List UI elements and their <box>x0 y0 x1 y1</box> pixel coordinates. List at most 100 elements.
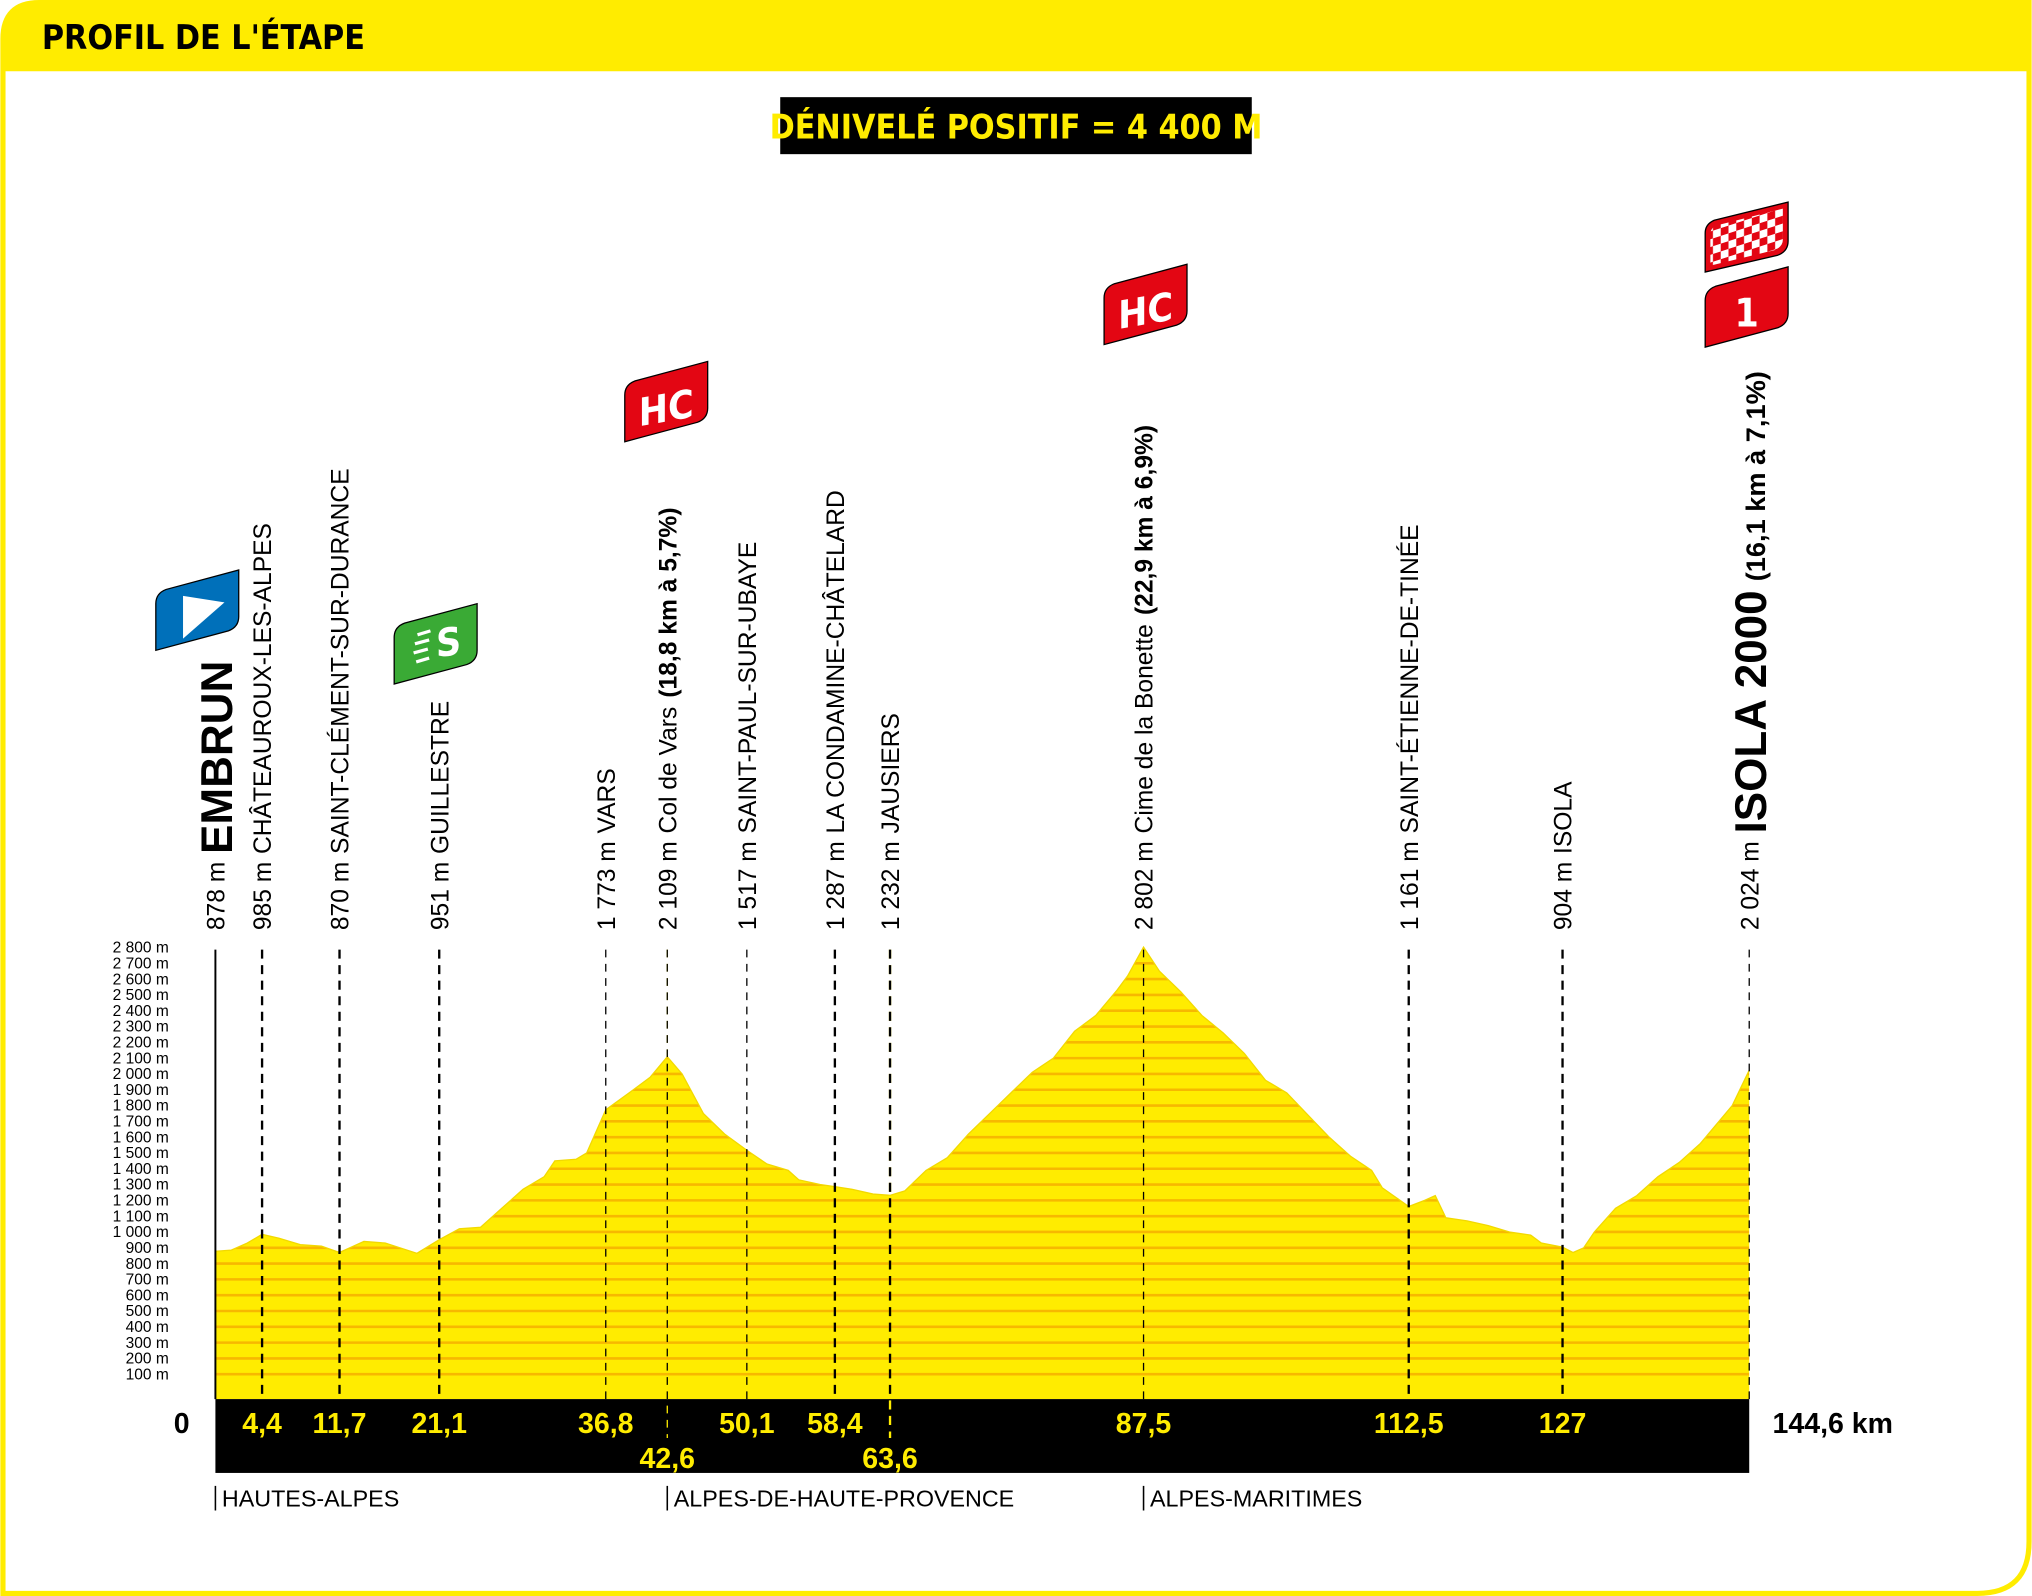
distance-bar <box>215 1399 1750 1473</box>
y-tick-label: 1 600 m <box>113 1129 169 1146</box>
climb-badge-bonette: HC <box>1103 263 1188 346</box>
y-tick-label: 1 000 m <box>113 1224 169 1241</box>
department-label: ALPES-MARITIMES <box>1150 1486 1362 1512</box>
waypoints: 878 m EMBRUN 985 m CHÂTEAUROUX-LES-ALPES 4,4… <box>193 371 1776 1475</box>
km-label: 112,5 <box>1374 1408 1444 1440</box>
y-tick-label: 2 500 m <box>113 987 169 1004</box>
waypoint-name: JAUSIERS <box>878 713 905 833</box>
climb-category-label: HC <box>1118 285 1173 339</box>
start-badge <box>155 569 240 652</box>
elevation-gain-box <box>780 97 1252 155</box>
y-tick-label: 2 400 m <box>113 1003 169 1020</box>
profile-line <box>215 945 1750 1255</box>
climb-detail: (22,9 km à 6,9%) <box>1132 425 1159 615</box>
waypoint-label: 1 517 m SAINT-PAUL-SUR-UBAYE <box>735 542 762 930</box>
waypoint-name: SAINT-CLÉMENT-SUR-DURANCE <box>328 468 355 854</box>
checkered-flag-icon <box>1710 208 1783 266</box>
waypoint: 1 517 m SAINT-PAUL-SUR-UBAYE 50,1 <box>719 542 775 1440</box>
waypoint-elevation: 904 m <box>1551 862 1578 930</box>
y-tick-label: 1 800 m <box>113 1098 169 1115</box>
waypoint-elevation: 2 802 m <box>1132 841 1159 930</box>
waypoint-name: SAINT-PAUL-SUR-UBAYE <box>735 542 762 834</box>
km-label: 63,6 <box>862 1443 917 1475</box>
start-km-label: 0 <box>174 1408 190 1440</box>
waypoint-name: SAINT-ÉTIENNE-DE-TINÉE <box>1397 524 1424 833</box>
y-tick-label: 1 900 m <box>113 1082 169 1099</box>
y-tick-label: 1 300 m <box>113 1177 169 1194</box>
waypoint-elevation: 1 232 m <box>878 841 905 930</box>
y-tick-label: 900 m <box>126 1240 169 1257</box>
y-tick-label: 600 m <box>126 1287 169 1304</box>
waypoint: 1 161 m SAINT-ÉTIENNE-DE-TINÉE 112,5 <box>1374 524 1444 1439</box>
sprint-badge: S <box>393 602 478 685</box>
waypoint-elevation: 1 161 m <box>1397 841 1424 930</box>
waypoint: 951 m GUILLESTRE 21,1 <box>411 701 467 1440</box>
waypoint-elevation: 2 109 m <box>655 841 682 930</box>
y-tick-label: 1 400 m <box>113 1161 169 1178</box>
waypoint-label: 1 287 m LA CONDAMINE-CHÂTELARD <box>823 490 850 930</box>
waypoint-label: 1 161 m SAINT-ÉTIENNE-DE-TINÉE <box>1397 524 1424 930</box>
km-label: 11,7 <box>313 1408 367 1440</box>
waypoint-label: 870 m SAINT-CLÉMENT-SUR-DURANCE <box>328 468 355 930</box>
waypoint-label: 2 024 m ISOLA 2000 (16,1 km à 7,1%) <box>1727 371 1776 930</box>
waypoint: 904 m ISOLA 127 <box>1539 781 1587 1440</box>
y-tick-label: 700 m <box>126 1272 169 1289</box>
department-label: ALPES-DE-HAUTE-PROVENCE <box>674 1486 1014 1512</box>
waypoint-name: LA CONDAMINE-CHÂTELARD <box>823 490 850 833</box>
waypoint-elevation: 2 024 m <box>1737 841 1764 930</box>
y-tick-label: 2 700 m <box>113 955 169 972</box>
waypoint-name: Cime de la Bonette <box>1132 624 1159 833</box>
waypoint: 870 m SAINT-CLÉMENT-SUR-DURANCE 11,7 <box>313 468 367 1439</box>
waypoint-elevation: 1 773 m <box>594 841 621 930</box>
waypoint: 1 773 m VARS 36,8 <box>578 768 633 1440</box>
waypoint-name: ISOLA <box>1551 781 1578 854</box>
climb-category-label: HC <box>639 382 694 436</box>
y-tick-label: 1 500 m <box>113 1145 169 1162</box>
waypoint-label: 951 m GUILLESTRE <box>427 701 454 930</box>
waypoint-elevation: 985 m <box>250 862 277 930</box>
waypoint-label: 904 m ISOLA <box>1551 781 1578 930</box>
climb-detail: (18,8 km à 5,7%) <box>655 507 682 697</box>
y-tick-label: 1 200 m <box>113 1193 169 1210</box>
elevation-gain-label: DÉNIVELÉ POSITIF = 4 400 M <box>770 107 1263 147</box>
y-tick-label: 2 300 m <box>113 1019 169 1036</box>
department-label: HAUTES-ALPES <box>222 1486 399 1512</box>
y-tick-label: 1 700 m <box>113 1114 169 1131</box>
waypoint-label: 1 232 m JAUSIERS <box>878 713 905 930</box>
y-tick-label: 2 600 m <box>113 971 169 988</box>
y-tick-label: 2 100 m <box>113 1050 169 1067</box>
y-tick-label: 2 800 m <box>113 940 169 957</box>
y-tick-label: 100 m <box>126 1366 169 1383</box>
y-tick-label: 300 m <box>126 1335 169 1352</box>
header-title: PROFIL DE L'ÉTAPE <box>42 17 365 57</box>
waypoint-elevation: 1 517 m <box>735 841 762 930</box>
header-band <box>2 2 2030 72</box>
km-label: 87,5 <box>1116 1408 1172 1440</box>
waypoint-label: 1 773 m VARS <box>594 768 621 930</box>
waypoint-name: Col de Vars <box>655 707 682 834</box>
waypoint: 2 024 m ISOLA 2000 (16,1 km à 7,1%) <box>1727 371 1776 1400</box>
climb-detail: (16,1 km à 7,1%) <box>1740 371 1771 581</box>
y-tick-label: 200 m <box>126 1351 169 1368</box>
waypoint-elevation: 878 m <box>203 862 230 930</box>
sprint-lines-icon <box>413 629 431 664</box>
km-label: 127 <box>1539 1408 1587 1440</box>
climb-category-label: 1 <box>1734 291 1758 336</box>
end-km-label: 144,6 km <box>1773 1408 1893 1440</box>
start-flag-icon <box>183 595 225 639</box>
waypoint: 985 m CHÂTEAUROUX-LES-ALPES 4,4 <box>242 523 282 1440</box>
waypoint-elevation: 1 287 m <box>823 841 850 930</box>
waypoint-label: 2 109 m Col de Vars (18,8 km à 5,7%) <box>655 507 682 930</box>
waypoint-label: 2 802 m Cime de la Bonette (22,9 km à 6,9%… <box>1132 425 1159 930</box>
finish-badge <box>1704 201 1789 273</box>
waypoint-name: CHÂTEAUROUX-LES-ALPES <box>250 523 277 854</box>
profile-fill <box>215 947 1750 1400</box>
waypoint-label: 878 m EMBRUN <box>193 661 242 930</box>
waypoint-elevation: 870 m <box>328 862 355 930</box>
sprint-label: S <box>436 619 461 667</box>
km-label: 4,4 <box>242 1408 282 1440</box>
y-tick-label: 500 m <box>126 1303 169 1320</box>
y-tick-label: 400 m <box>126 1319 169 1336</box>
waypoint: 878 m EMBRUN <box>193 661 242 1400</box>
